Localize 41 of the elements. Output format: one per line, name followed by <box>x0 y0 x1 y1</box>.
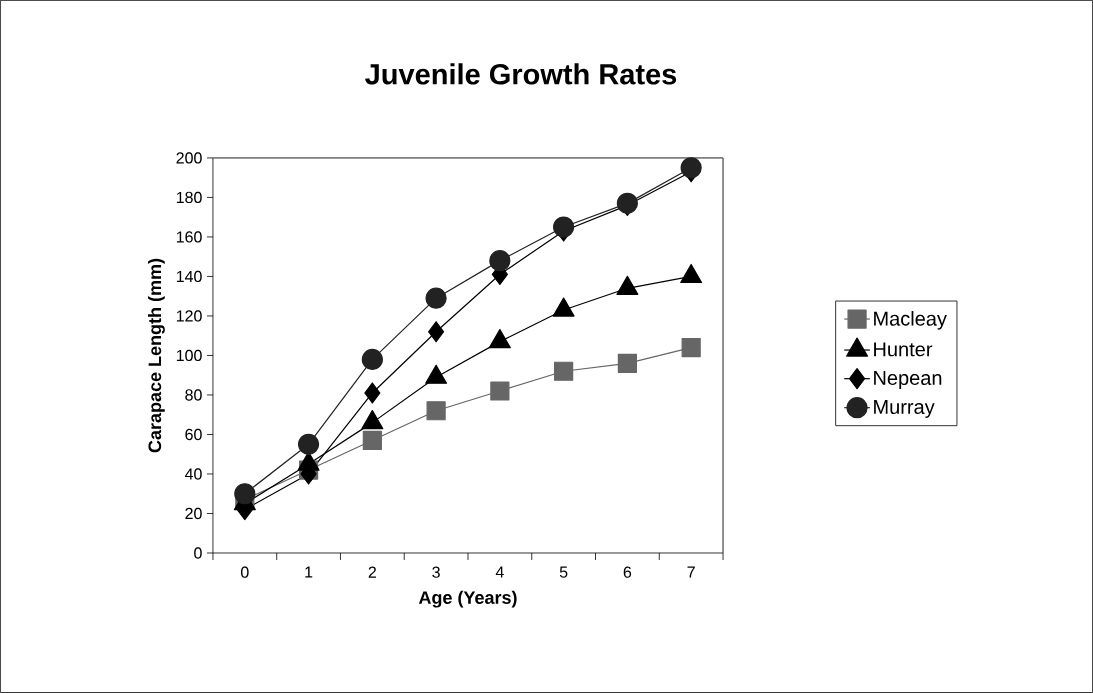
point <box>362 430 382 451</box>
x-axis-title: Age (Years) <box>418 590 517 608</box>
point <box>425 287 447 309</box>
y-tick-label: 40 <box>184 468 202 480</box>
x-tick-label: 2 <box>368 566 376 578</box>
point <box>489 250 511 272</box>
point <box>297 433 320 455</box>
chart-title: Juvenile Growth Rates <box>365 63 677 85</box>
point <box>361 348 383 371</box>
y-tick-label: 100 <box>176 349 202 362</box>
legend-label: Macleay <box>874 311 947 330</box>
x-tick-label: 4 <box>495 566 504 578</box>
y-tick-label: 160 <box>176 231 202 243</box>
point <box>426 401 446 421</box>
y-tick-label: 200 <box>176 152 202 164</box>
y-tick-label: 180 <box>176 191 202 204</box>
x-tick-label: 0 <box>241 566 249 578</box>
point <box>681 337 701 358</box>
x-tick-label: 7 <box>687 566 695 578</box>
point <box>428 321 445 343</box>
point <box>553 216 575 238</box>
x-tick-label: 5 <box>559 566 568 578</box>
legend-label: Nepean <box>874 371 942 389</box>
legend-label: Hunter <box>874 342 933 357</box>
point <box>680 157 702 179</box>
point <box>554 361 574 381</box>
x-tick-label: 3 <box>432 566 440 578</box>
y-axis-title: Carapace Length (mm) <box>147 258 165 453</box>
point <box>490 381 510 401</box>
point <box>617 353 637 373</box>
y-tick-label: 120 <box>176 310 202 322</box>
legend-label: Murray <box>874 400 935 418</box>
x-tick-label: 6 <box>623 566 632 578</box>
x-tick-label: 1 <box>305 566 313 578</box>
y-tick-label: 20 <box>185 507 202 520</box>
y-tick-label: 0 <box>194 547 202 559</box>
point <box>234 483 256 505</box>
y-tick-label: 80 <box>185 389 202 401</box>
point <box>364 382 381 404</box>
y-tick-label: 60 <box>185 428 202 441</box>
y-tick-label: 140 <box>176 270 202 283</box>
